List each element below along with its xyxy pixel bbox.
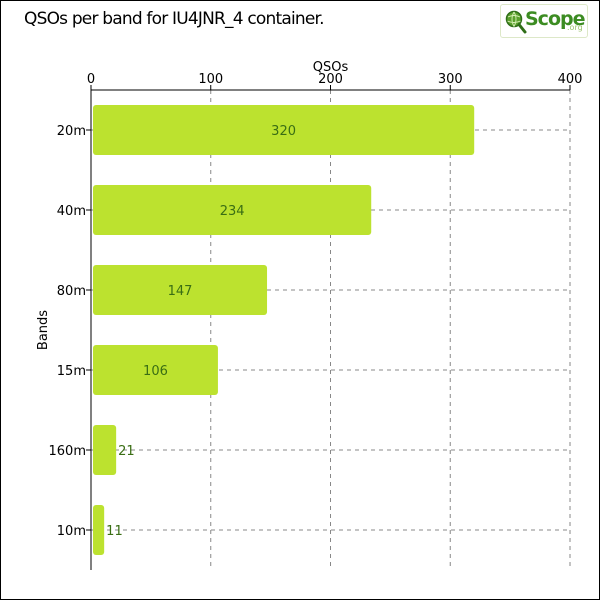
magnifier-globe-icon: [505, 9, 527, 40]
bar-value-label: 106: [143, 364, 168, 379]
bar: [93, 265, 268, 315]
bar: [93, 425, 117, 475]
chart-title: QSOs per band for IU4JNR_4 container.: [24, 9, 325, 29]
y-tick-label: 160m: [49, 444, 86, 459]
logo-wordmark: Scope: [525, 8, 585, 30]
x-tick-label: 0: [87, 72, 95, 87]
y-tick-label: 80m: [57, 284, 86, 299]
bar-value-label: 320: [271, 124, 296, 139]
bar: [93, 505, 105, 555]
logo-domain: .org: [567, 23, 583, 32]
y-axis-label: Bands: [36, 310, 51, 350]
x-tick-label: 200: [318, 72, 343, 87]
y-tick-label: 40m: [57, 204, 86, 219]
y-tick-label: 10m: [57, 524, 86, 539]
x-tick-label: 400: [558, 72, 583, 87]
bar-value-label: 234: [220, 204, 245, 219]
bar: [93, 185, 372, 235]
y-tick-label: 15m: [57, 364, 86, 379]
bar: [93, 345, 218, 395]
x-tick-label: 100: [198, 72, 223, 87]
x-tick-label: 300: [438, 72, 463, 87]
bar-value-label: 21: [118, 444, 135, 459]
grid-lines: [91, 90, 571, 570]
qscope-logo: Scope .org: [500, 4, 588, 38]
bar-value-label: 11: [106, 524, 123, 539]
x-axis-label: QSOs: [313, 60, 349, 75]
y-tick-label: 20m: [57, 124, 86, 139]
bars: 320 234 147 106 21 11: [93, 105, 475, 555]
bar-value-label: 147: [168, 284, 193, 299]
bar: [93, 105, 475, 155]
axes: 0 100 200 300 400 20m 40m 80m 15m 160m 10m: [49, 72, 583, 570]
